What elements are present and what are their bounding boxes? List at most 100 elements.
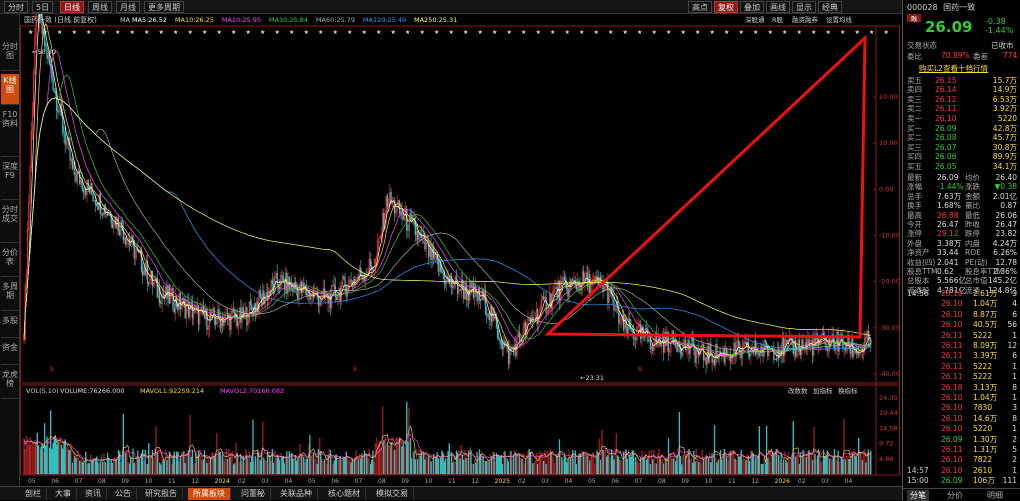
left-nav-6[interactable]: 多周期 [1, 280, 19, 311]
candle-body [486, 313, 488, 317]
left-nav-2[interactable]: F10资料 [1, 108, 19, 157]
kline-chart[interactable]: 国药一致 (日线 前复权) MA MA5:26.52 MA10:26.25 MA20:2… [20, 0, 900, 497]
bottom-tab-3[interactable]: 公告 [110, 488, 137, 500]
left-nav-7[interactable]: 多股 [1, 314, 19, 338]
candle-body [271, 280, 273, 285]
candle-body [159, 288, 161, 303]
volume-bar [612, 455, 614, 475]
event-marker: ★ [376, 29, 381, 36]
volume-bar [293, 459, 295, 475]
candle-body [249, 301, 252, 306]
bottom-tab-7[interactable]: 关联品种 [275, 488, 318, 500]
vol-tool-1[interactable]: 加指标 [813, 386, 833, 395]
quote-tab-1[interactable]: 分价 [947, 491, 963, 500]
volume-bar [64, 439, 66, 475]
volume-bar [371, 459, 373, 475]
volume-bar [732, 451, 734, 475]
volume-bar [711, 453, 713, 475]
signal-marker: S [50, 366, 54, 373]
mavol2: MAVOL2:70166.082 [220, 387, 284, 395]
vol-tool-0[interactable]: 改数数 [788, 386, 808, 395]
ma-legend-1: MA10:26.25 [175, 16, 214, 24]
volume-bar [585, 450, 587, 475]
period-tab-1[interactable]: 5日 [32, 1, 54, 13]
bottom-tab-8[interactable]: 核心题材 [323, 488, 366, 500]
period-tab-0[interactable]: 分时 [4, 1, 28, 13]
volume-bar [796, 455, 798, 475]
bottom-tab-5[interactable]: 所属板块 [188, 488, 231, 500]
candle-body [120, 220, 122, 236]
volume-bar [710, 462, 712, 475]
left-nav-0[interactable]: 分时图 [1, 40, 19, 71]
candle-body [414, 223, 416, 236]
volume-bar [386, 442, 389, 475]
volume-bar [343, 456, 345, 475]
toolbar-right-4[interactable]: 显示 [792, 1, 816, 13]
l2-link[interactable]: 购买L2查看十档行情 [919, 64, 988, 73]
toolbar-right-3[interactable]: 画线 [766, 1, 790, 13]
volume-bar [264, 460, 266, 475]
left-nav-1[interactable]: K线图 [1, 74, 19, 105]
candle-body [300, 282, 303, 294]
volume-bar [254, 456, 257, 475]
period-tab-2[interactable]: 日线 [60, 1, 84, 13]
event-marker: ★ [333, 29, 338, 36]
ma-line-4 [23, 97, 871, 353]
period-tab-4[interactable]: 月线 [116, 1, 140, 13]
candle-body [281, 275, 283, 277]
chart-link-0[interactable]: 深股通 [745, 15, 765, 24]
vol-tool-2[interactable]: 换指标 [838, 386, 858, 395]
candle-body [276, 273, 278, 285]
period-tab-5[interactable]: 更多周期 [144, 1, 184, 13]
toolbar-right-5[interactable]: 经典 [818, 1, 842, 13]
volume-bar [259, 460, 261, 475]
bottom-tab-6[interactable]: 问董秘 [236, 488, 271, 500]
event-marker: ★ [347, 29, 352, 36]
candle-body [98, 193, 100, 210]
quote-tab-0[interactable]: 分笔 [907, 490, 929, 501]
volume-bar [461, 454, 464, 475]
volume-bar [205, 455, 207, 475]
volume-bar [93, 459, 95, 475]
chart-link-2[interactable]: 融资融券 [792, 15, 819, 24]
left-nav-9[interactable]: 龙虎榜 [1, 368, 19, 399]
chart-link-1[interactable]: R股 [772, 16, 784, 24]
toolbar-right-0[interactable]: 高点 [688, 1, 712, 13]
bottom-tab-0[interactable]: 剖栏 [20, 488, 47, 500]
chart-link-3[interactable]: 设置均线 [826, 15, 853, 24]
volume-bar [341, 456, 344, 475]
toolbar-right-1[interactable]: 复权 [714, 1, 738, 13]
volume-bar [265, 461, 267, 475]
volume-bar [824, 455, 826, 475]
left-nav-4[interactable]: 分时成交 [1, 203, 19, 243]
left-nav-3[interactable]: 深度F9 [1, 160, 19, 200]
quote-tab-2[interactable]: 明细 [987, 491, 1003, 500]
left-nav-8[interactable]: 资金 [1, 341, 19, 365]
bottom-tab-2[interactable]: 资讯 [80, 488, 107, 500]
volume-bar [567, 459, 569, 475]
volume-bar [441, 450, 443, 475]
volume-bar [274, 450, 276, 475]
volume-bar [826, 450, 828, 475]
candle-body [712, 359, 714, 363]
volume-bar [53, 436, 55, 475]
volume-bar [105, 463, 108, 475]
candle-body [206, 309, 208, 330]
volume-bar [780, 452, 782, 475]
volume-bar [851, 452, 854, 475]
bottom-tab-4[interactable]: 研究报告 [140, 488, 183, 500]
bottom-tab-1[interactable]: 大事 [50, 488, 77, 500]
toolbar-right-2[interactable]: 叠加 [740, 1, 764, 13]
candle-body [167, 285, 169, 299]
time-axis-label: 06 [331, 478, 339, 485]
period-tab-3[interactable]: 周线 [88, 1, 112, 13]
chart-area[interactable]: 国药一致 (日线 前复权) MA MA5:26.52 MA10:26.25 MA20:2… [20, 0, 900, 497]
time-axis-label: 09 [121, 478, 129, 485]
bottom-tab-9[interactable]: 模拟交易 [371, 488, 414, 500]
volume-bar [391, 436, 393, 475]
vol-axis-label: 9.72 [879, 440, 893, 448]
volume-bar [202, 459, 204, 475]
volume-bar [630, 456, 632, 475]
stat-row-11: 总股本 5.566亿 总市值 145.2亿 [907, 276, 1017, 286]
left-nav-5[interactable]: 分价表 [1, 246, 19, 277]
